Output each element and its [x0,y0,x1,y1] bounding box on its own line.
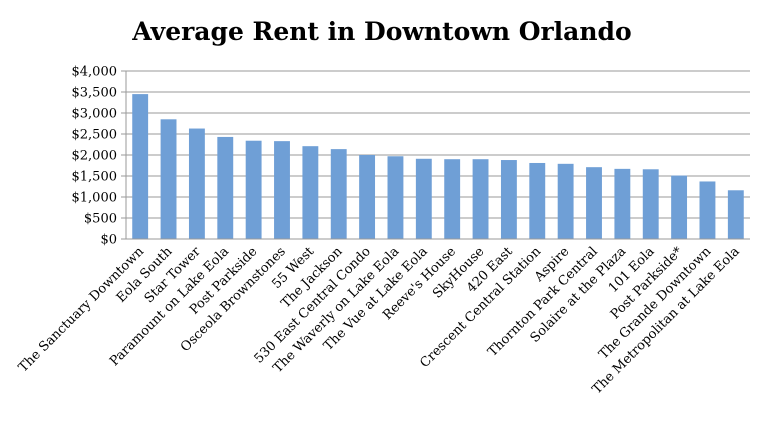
y-tick-label: $1,000 [72,191,118,206]
bar [642,169,659,239]
bar [472,159,489,239]
y-tick-label: $3,500 [72,86,118,101]
bar [444,159,461,239]
bar [727,190,744,239]
bar [614,168,631,239]
bar [359,155,376,239]
bar [217,136,234,239]
bar [586,167,602,239]
bar [529,162,546,239]
y-tick-label: $0 [100,233,117,248]
chart-title: Average Rent in Downtown Orlando [131,17,631,46]
bars [132,94,744,239]
y-tick-label: $500 [84,212,117,227]
bar [330,149,347,239]
y-tick-label: $3,000 [72,107,118,122]
bar [671,175,688,239]
bar [387,156,404,239]
bar [699,181,716,239]
bar [557,163,574,239]
bar [415,158,432,239]
bar [160,119,177,239]
y-axis-tick-labels: $0 $500 $1,000 $1,500 $2,000 $2,500 $3,000 $3,5… [72,65,118,248]
bar [245,140,262,239]
bar [500,160,517,239]
bar [188,128,205,239]
y-tick-label: $2,500 [72,128,118,143]
bar [274,141,290,239]
y-tick-label: $4,000 [72,65,118,80]
y-tick-label: $2,000 [72,149,118,164]
y-tick-label: $1,500 [72,170,118,185]
bar [132,94,149,239]
bar [302,146,319,239]
